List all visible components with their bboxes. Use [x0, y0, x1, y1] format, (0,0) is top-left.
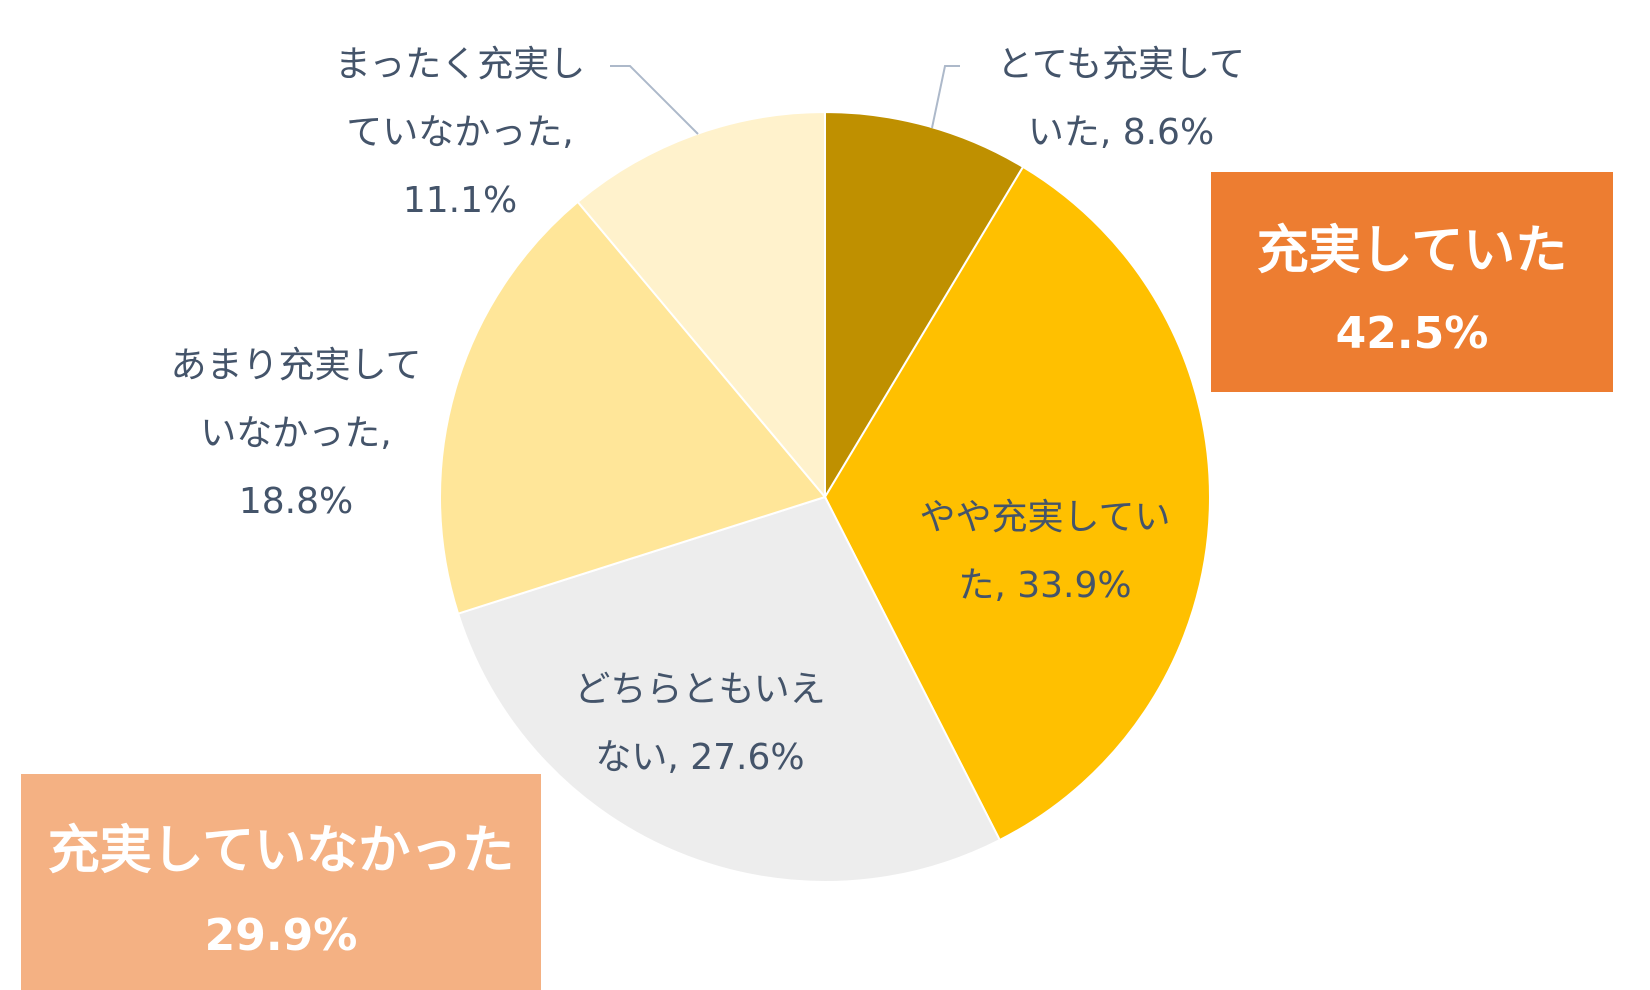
summary-boxes: 充実していた 42.5% 充実していなかった 29.9% — [21, 172, 1613, 990]
summary-box-2 — [21, 774, 541, 990]
slice-label-2: やや充実していた, 33.9% — [920, 497, 1171, 606]
slice-label-3: どちらともいえない, 27.6% — [574, 669, 825, 778]
leader-line-1 — [931, 65, 960, 129]
slice-label-5: まったく充実していなかった, 11.1% — [335, 44, 586, 221]
summary-box-value-2: 29.9% — [205, 910, 358, 961]
summary-box-title-2: 充実していなかった — [48, 821, 514, 881]
slice-label-1: とても充実していた, 8.6% — [997, 44, 1245, 153]
pie-slice-1 — [824, 110, 1025, 501]
slice-label-4: あまり充実していなかった, 18.8% — [171, 345, 422, 522]
pie-slice-3 — [456, 495, 1002, 883]
pie-slices — [439, 110, 1211, 883]
summary-box-1 — [1211, 172, 1613, 392]
pie-slice-5 — [576, 110, 826, 500]
leader-line-5 — [610, 65, 699, 135]
slice-labels: とても充実していた, 8.6% やや充実していた, 33.9% どちらともいえない,… — [171, 44, 1245, 778]
pie-slice-2 — [823, 165, 1211, 842]
summary-box-title-1: 充実していた — [1257, 221, 1567, 281]
leader-lines — [610, 65, 960, 135]
pie-slice-4 — [439, 200, 827, 615]
summary-box-value-1: 42.5% — [1336, 308, 1489, 359]
